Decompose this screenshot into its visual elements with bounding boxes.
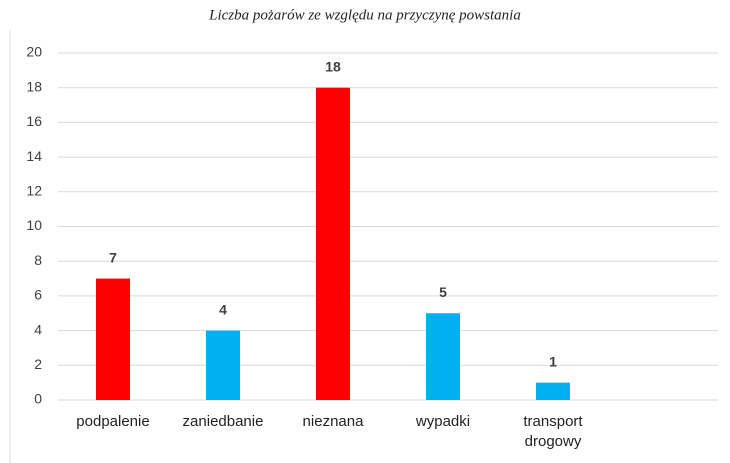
y-tick-label: 8 bbox=[34, 252, 42, 268]
y-tick-label: 20 bbox=[26, 44, 42, 60]
value-label: 18 bbox=[325, 58, 341, 74]
y-tick-label: 6 bbox=[34, 287, 42, 303]
y-tick-label: 12 bbox=[26, 183, 42, 199]
x-tick-label: transport drogowy bbox=[523, 413, 583, 450]
y-tick-label: 16 bbox=[26, 113, 42, 129]
value-label: 1 bbox=[549, 353, 557, 369]
bar bbox=[426, 313, 460, 400]
x-tick-label: wypadki bbox=[415, 413, 471, 430]
value-label: 4 bbox=[219, 301, 227, 317]
y-tick-label: 10 bbox=[26, 217, 42, 233]
y-tick-label: 18 bbox=[26, 78, 42, 94]
value-label: 5 bbox=[439, 284, 447, 300]
x-tick-label: podpalenie bbox=[76, 413, 150, 430]
bar bbox=[206, 330, 240, 400]
x-tick-label: nieznana bbox=[302, 413, 364, 430]
chart-title: Liczba pożarów ze względu na przyczynę p… bbox=[208, 7, 521, 23]
y-tick-label: 2 bbox=[34, 356, 42, 372]
bar bbox=[316, 87, 350, 400]
bar bbox=[96, 278, 130, 400]
bar bbox=[536, 382, 570, 400]
x-tick-label: zaniedbanie bbox=[182, 413, 264, 430]
y-tick-label: 4 bbox=[34, 321, 42, 337]
y-tick-label: 0 bbox=[34, 391, 42, 407]
y-tick-label: 14 bbox=[26, 148, 42, 164]
value-label: 7 bbox=[109, 249, 117, 265]
